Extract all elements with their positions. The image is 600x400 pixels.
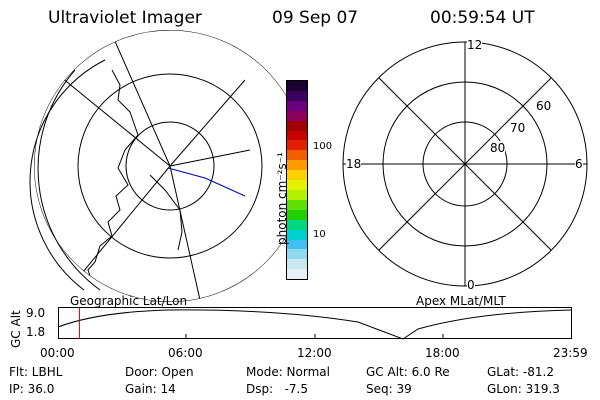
colorbar-swatch [287, 199, 307, 210]
mlt-label-12: 12 [467, 38, 483, 52]
colorbar-swatch [287, 140, 307, 151]
colorbar-swatch [287, 130, 307, 141]
mlt-polar-map [342, 41, 588, 287]
xtick-2359: 23:59 [553, 346, 588, 360]
colorbar-swatch [287, 100, 307, 111]
coastline [87, 69, 139, 286]
status-dsp: Dsp: -7.5 [246, 382, 309, 396]
instrument-title: Ultraviolet Imager [48, 8, 202, 28]
colorbar-swatch [287, 229, 307, 240]
lat-circle-inner [125, 121, 215, 211]
colorbar-swatch [287, 189, 307, 200]
colorbar-swatch [287, 239, 307, 250]
status-glat: GLat: -81.2 [487, 365, 554, 379]
colorbar-swatch [287, 249, 307, 260]
colorbar-swatch [287, 259, 307, 270]
altitude-curve [57, 309, 573, 340]
orbit-altitude-plot [57, 307, 573, 340]
status-flt: Flt: LBHL [9, 365, 63, 379]
x-ticks [185, 334, 444, 339]
mlat-label-70: 70 [510, 121, 526, 135]
observation-date: 09 Sep 07 [272, 8, 359, 28]
colorbar-swatch [287, 81, 307, 91]
status-gain: Gain: 14 [125, 382, 176, 396]
timeline-ymax: 9.0 [26, 306, 46, 320]
colorbar-swatch [287, 269, 307, 280]
colorbar-swatch [287, 170, 307, 181]
status-door: Door: Open [125, 365, 194, 379]
mlt-label-6: 6 [575, 157, 583, 171]
colorbar-swatch [287, 110, 307, 121]
geographic-map [29, 30, 306, 302]
status-seq: Seq: 39 [366, 382, 412, 396]
status-mode: Mode: Normal [246, 365, 330, 379]
mlt-label-0: 0 [467, 278, 475, 292]
timeline-ymin: 1.8 [26, 325, 46, 339]
colorbar-swatch [287, 160, 307, 171]
colorbar-tick-10: 10 [313, 229, 326, 240]
xtick-0000: 00:00 [40, 346, 75, 360]
colorbar-swatch [287, 90, 307, 101]
terminator-line [167, 167, 246, 197]
colorbar-unit-label: photon cm⁻²s⁻¹ [275, 152, 289, 245]
status-glon: GLon: 319.3 [487, 382, 560, 396]
colorbar-swatch [287, 120, 307, 131]
lat-circle-mid [77, 73, 263, 259]
mlt-label-18: 18 [346, 157, 362, 171]
colorbar-swatch [287, 180, 307, 190]
mlat-label-80: 80 [490, 141, 506, 155]
timeline-ylabel: GC Alt [9, 310, 23, 348]
right-map-label: Apex MLat/MLT [416, 294, 506, 308]
colorbar-swatch [287, 150, 307, 161]
status-ip: IP: 36.0 [9, 382, 55, 396]
colorbar-tick-100: 100 [313, 141, 333, 152]
status-gc-alt: GC Alt: 6.0 Re [366, 365, 450, 379]
colorbar-swatch [287, 209, 307, 220]
xtick-1200: 12:00 [297, 346, 332, 360]
mlat-label-60: 60 [536, 99, 552, 113]
colorbar [286, 80, 308, 280]
observation-time: 00:59:54 UT [430, 8, 535, 28]
xtick-1800: 18:00 [425, 346, 460, 360]
colorbar-swatch [287, 219, 307, 230]
left-map-label: Geographic Lat/Lon [70, 294, 188, 308]
xtick-0600: 06:00 [168, 346, 203, 360]
